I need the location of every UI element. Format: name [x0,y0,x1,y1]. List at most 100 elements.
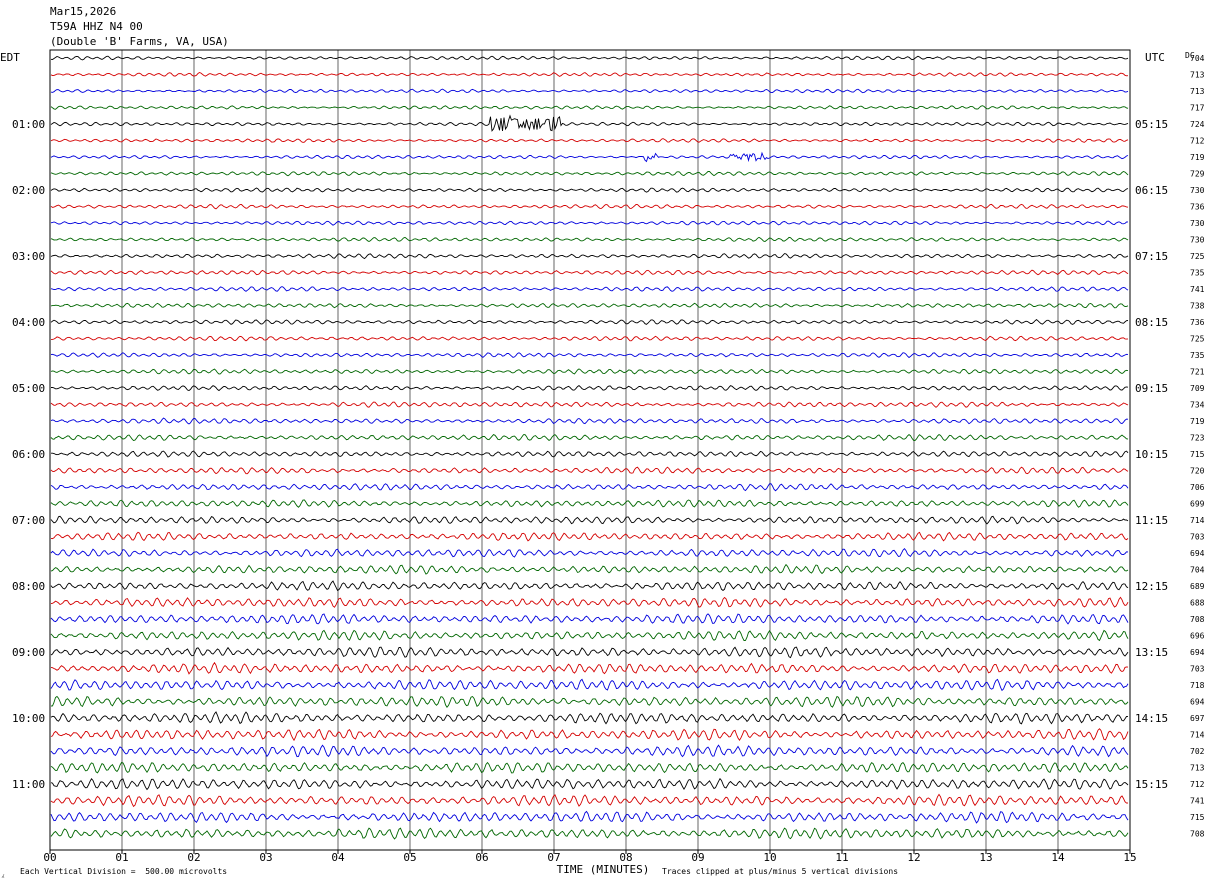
dc-offset-label: 713 [1190,87,1205,96]
x-tick-label: 05 [403,851,416,864]
right-hour-label: 11:15 [1135,514,1168,527]
right-hour-label: 13:15 [1135,646,1168,659]
left-hour-label: 05:00 [12,382,45,395]
seismic-trace [50,548,1129,558]
dc-offset-label: 730 [1190,236,1205,245]
left-hour-label: 04:00 [12,316,45,329]
left-hour-label: 10:00 [12,712,45,725]
x-tick-label: 00 [43,851,56,864]
seismic-trace [50,138,1129,143]
left-hour-label: 07:00 [12,514,45,527]
dc-offset-label: 704 [1190,566,1205,575]
dc-offset-label: 729 [1190,170,1205,179]
seismic-trace [50,286,1129,292]
dc-offset-label: 699 [1190,500,1205,509]
dc-offset-label: 712 [1190,137,1205,146]
x-tick-label: 03 [259,851,272,864]
seismic-trace [50,744,1129,758]
seismic-trace [51,450,1129,458]
seismic-trace [50,629,1129,642]
dc-offset-label: 713 [1190,764,1205,773]
seismic-trace [50,114,1129,132]
left-hour-label: 03:00 [12,250,45,263]
seismic-trace [50,236,1129,243]
dc-offset-label: 709 [1190,384,1205,393]
dc-offset-label: 696 [1190,632,1205,641]
dc-offset-label: 718 [1190,681,1205,690]
dc-offset-label: 724 [1190,120,1205,129]
right-hour-label: 15:15 [1135,778,1168,791]
x-tick-label: 07 [547,851,560,864]
footer-clip: Traces clipped at plus/minus 5 vertical … [662,867,899,876]
seismic-trace [50,417,1129,425]
dc-offset-label: 704 [1190,54,1205,63]
seismic-trace [50,368,1129,375]
left-hour-label: 11:00 [12,778,45,791]
seismic-trace [50,466,1129,475]
header-location: (Double 'B' Farms, VA, USA) [50,35,229,48]
dc-offset-label: 714 [1190,731,1205,740]
dc-offset-label: 723 [1190,434,1205,443]
dc-offset-label: 717 [1190,104,1205,113]
dc-offset-label: 735 [1190,351,1205,360]
dc-offset-label: 719 [1190,153,1205,162]
x-tick-label: 12 [907,851,920,864]
dc-offset-label: 725 [1190,335,1205,344]
dc-offset-label: 694 [1190,549,1205,558]
seismic-trace [50,220,1129,226]
dc-offset-label: 703 [1190,665,1205,674]
dc-offset-label: 694 [1190,648,1205,657]
dc-offset-label: 725 [1190,252,1205,261]
right-hour-label: 07:15 [1135,250,1168,263]
seismic-trace [50,170,1129,177]
dc-offset-label: 730 [1190,186,1205,195]
x-tick-label: 08 [619,851,632,864]
seismic-trace [50,613,1129,625]
x-tick-label: 14 [1051,851,1065,864]
footer-mark: ⁁ [2,869,4,878]
seismic-trace [50,661,1129,675]
right-hour-label: 08:15 [1135,316,1168,329]
footer-scale: Each Vertical Division = 500.00 microvol… [20,867,228,876]
dc-offset-label: 735 [1190,269,1205,278]
seismic-trace [50,187,1129,193]
dc-offset-label: 713 [1190,71,1205,80]
seismic-trace [50,711,1129,725]
seismic-trace [50,499,1129,508]
header-station: T59A HHZ N4 00 [50,20,143,33]
left-hour-label: 06:00 [12,448,45,461]
dc-offset-label: 734 [1190,401,1205,410]
dc-header-label: DC [1185,51,1195,60]
dc-offset-label: 697 [1190,714,1205,723]
dc-offset-label: 703 [1190,533,1205,542]
seismic-trace [50,531,1129,542]
seismic-trace [50,269,1129,276]
seismic-trace [50,302,1129,309]
seismic-trace [50,777,1129,791]
seismic-trace [50,646,1129,659]
seismic-trace [51,335,1129,342]
right-timezone-label: UTC [1145,51,1165,64]
dc-offset-label: 736 [1190,203,1205,212]
seismic-trace [50,151,1129,163]
seismic-trace [50,352,1129,359]
dc-offset-label: 741 [1190,797,1205,806]
left-timezone-label: EDT [0,51,20,64]
dc-offset-label: 706 [1190,483,1205,492]
seismic-trace [50,483,1129,492]
dc-offset-label: 741 [1190,285,1205,294]
dc-offset-label: 714 [1190,516,1205,525]
seismic-trace [50,401,1129,408]
seismic-trace [50,515,1129,525]
dc-offset-label: 730 [1190,219,1205,228]
seismic-trace [50,55,1129,61]
seismic-trace [50,793,1129,808]
right-hour-label: 09:15 [1135,382,1168,395]
seismic-trace [50,678,1129,692]
x-tick-label: 04 [331,851,345,864]
dc-offset-label: 689 [1190,582,1205,591]
x-tick-label: 02 [187,851,200,864]
dc-offset-label: 715 [1190,813,1205,822]
header-date: Mar15,2026 [50,5,117,18]
